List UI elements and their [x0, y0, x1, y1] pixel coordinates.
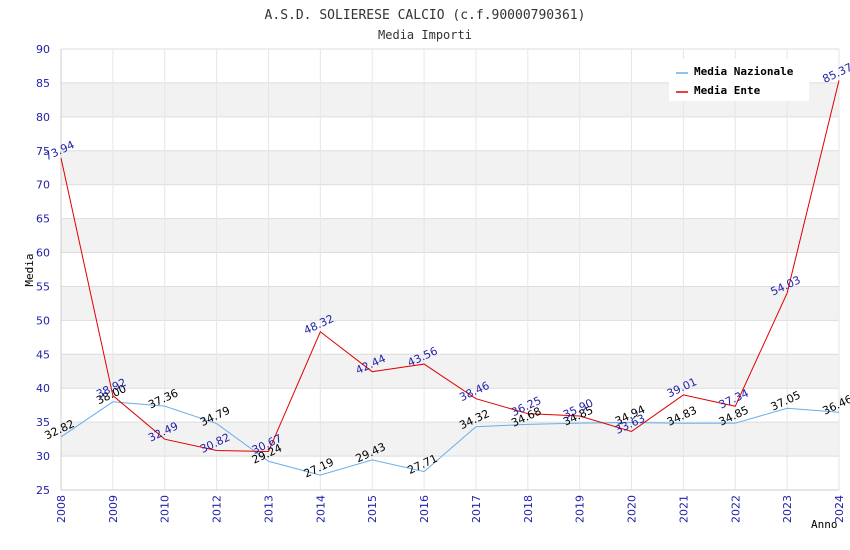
x-tick-label: 2019: [574, 495, 587, 523]
legend-label-media-nazionale: Media Nazionale: [694, 65, 794, 78]
y-tick-label: 70: [36, 179, 50, 192]
x-tick-label: 2016: [418, 495, 431, 523]
y-tick-label: 50: [36, 314, 50, 327]
chart-subtitle: Media Importi: [378, 28, 472, 42]
series-line-media-nazionale: [60, 401, 840, 476]
y-tick-label: 35: [36, 416, 50, 429]
y-tick-label: 30: [36, 450, 50, 463]
y-tick-label: 65: [36, 213, 50, 226]
grid-band: [61, 150, 839, 185]
x-tick-label: 2023: [781, 495, 794, 523]
y-tick-label: 45: [36, 348, 50, 361]
x-tick-label: 2020: [626, 495, 639, 523]
x-tick-label: 2012: [211, 495, 224, 523]
y-tick-label: 40: [36, 382, 50, 395]
legend: Media Nazionale Media Ente: [669, 59, 809, 101]
legend-box: [669, 59, 809, 101]
y-axis-label: Media: [23, 253, 36, 286]
chart-title: A.S.D. SOLIERESE CALCIO (c.f.90000790361…: [265, 8, 586, 23]
x-tick-label: 2013: [262, 495, 275, 523]
x-tick-label: 2021: [677, 495, 690, 523]
grid-band: [61, 218, 839, 253]
x-tick-label: 2010: [159, 495, 172, 523]
x-tick-label: 2014: [314, 495, 327, 523]
y-tick-label: 60: [36, 247, 50, 260]
y-tick-label: 55: [36, 280, 50, 293]
grid-band: [61, 286, 839, 321]
y-tick-label: 90: [36, 43, 50, 56]
grid-band: [61, 354, 839, 389]
y-tick-label: 80: [36, 111, 50, 124]
x-tick-label: 2018: [522, 495, 535, 523]
y-axis-ticks: 25 30 35 40 45 50 55 60 65 70 75 80 85 90: [36, 43, 50, 497]
y-tick-label: 85: [36, 77, 50, 90]
x-axis-ticks: 2008 2009 2010 2012 2013 2014 2015 2016 2017 2018…: [55, 495, 846, 523]
grid-band: [61, 422, 839, 457]
legend-label-media-ente: Media Ente: [694, 84, 761, 97]
y-tick-label: 75: [36, 145, 50, 158]
series-line-media-ente: [60, 80, 840, 453]
grid-bands: [60, 48, 840, 491]
y-tick-label: 25: [36, 484, 50, 497]
x-tick-label: 2015: [366, 495, 379, 523]
x-tick-label: 2008: [55, 495, 68, 523]
x-tick-label: 2022: [729, 495, 742, 523]
x-tick-label: 2024: [833, 495, 846, 523]
series-lines: [60, 80, 840, 476]
plot-area: [61, 49, 839, 490]
x-axis-label: Anno: [811, 518, 838, 531]
x-tick-label: 2017: [470, 495, 483, 523]
x-tick-label: 2009: [107, 495, 120, 523]
